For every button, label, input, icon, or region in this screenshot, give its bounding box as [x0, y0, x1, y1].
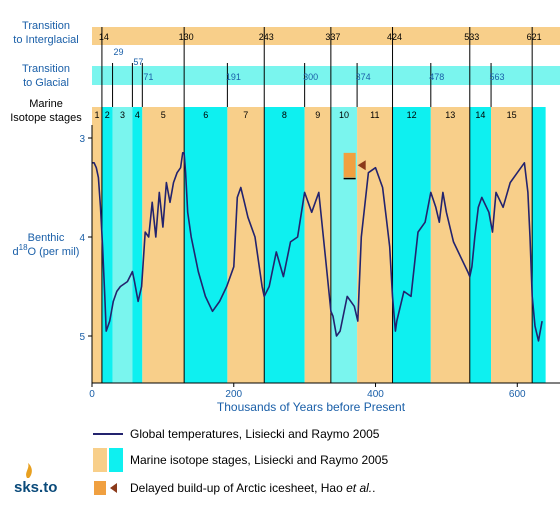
y-axis-title-sup: 18	[19, 243, 28, 252]
stage-label-6: 6	[203, 110, 208, 120]
glacial-tick-label-29: 29	[114, 47, 124, 57]
stage-band-8	[264, 107, 305, 383]
x-tick-label-0: 0	[89, 389, 95, 400]
icesheet-marker	[343, 152, 366, 180]
stage-label-11: 11	[370, 110, 379, 120]
x-tick-label-200: 200	[225, 389, 242, 400]
stage-label-9: 9	[315, 110, 320, 120]
stage-band-7	[227, 107, 265, 383]
legend-marker-arrow	[110, 483, 117, 493]
stage-label-8: 8	[282, 110, 287, 120]
stage-band-6	[184, 107, 228, 383]
stage-band-1	[92, 107, 102, 383]
icesheet-marker-box	[343, 152, 356, 178]
stage-label-7: 7	[243, 110, 248, 120]
stage-band-15	[491, 107, 533, 383]
glacial-tick-label-563: 563	[490, 72, 505, 82]
stage-label-2: 2	[105, 110, 110, 120]
stage-label-4: 4	[135, 110, 140, 120]
interglacial-tick-label-337: 337	[325, 32, 340, 42]
y-axis-title-line1: Benthic	[28, 232, 65, 244]
legend-glacial-swatch	[93, 448, 107, 472]
stage-label-3: 3	[120, 110, 125, 120]
stage-band-10	[330, 107, 358, 383]
y-axis-title: Benthic d18O (per mil)	[13, 232, 80, 258]
y-axis-title-d: d	[13, 246, 19, 258]
y-axis-title-rest: O (per mil)	[28, 246, 80, 258]
stage-band-12	[392, 107, 431, 383]
temperature-curve-group	[92, 152, 543, 342]
legend-marker-label-text: Delayed build-up of Arctic icesheet, Hao	[130, 481, 346, 495]
interglacial-row-label-1: Transition	[22, 20, 70, 32]
x-tick-label-600: 600	[509, 389, 526, 400]
glacial-tick-label-478: 478	[429, 72, 444, 82]
interglacial-tick-label-14: 14	[99, 32, 109, 42]
stage-label-15: 15	[507, 110, 517, 120]
glacial-row-label-1: Transition	[22, 63, 70, 75]
interglacial-transition-row	[92, 27, 560, 45]
x-tick-label-400: 400	[367, 389, 384, 400]
glacial-tick-label-191: 191	[226, 72, 241, 82]
interglacial-row-label-2: to Interglacial	[13, 34, 78, 46]
stage-band-2	[101, 107, 113, 383]
stage-label-5: 5	[161, 110, 166, 120]
row-labels: Transition to Interglacial Transition to…	[10, 20, 82, 124]
legend-marker-label-italic: et al.	[346, 481, 372, 495]
axes: 0 200 400 600 3 4 5	[79, 125, 560, 400]
y-tick-label-4: 4	[79, 233, 85, 244]
legend-marker-box	[94, 481, 106, 495]
glacial-tick-label-71: 71	[143, 72, 153, 82]
stage-label-14: 14	[475, 110, 485, 120]
glacial-tick-label-374: 374	[356, 72, 371, 82]
glacial-transition-row	[92, 66, 560, 85]
y-axis-title-line2: d18O (per mil)	[13, 243, 80, 258]
y-tick-label-3: 3	[79, 134, 85, 145]
stage-band-5	[142, 107, 185, 383]
interglacial-tick-label-533: 533	[464, 32, 479, 42]
stage-band-14	[469, 107, 492, 383]
glacial-tick-label-300: 300	[303, 72, 318, 82]
glacial-tick-label-57: 57	[133, 57, 143, 67]
legend-stages-label: Marine isotope stages, Lisiecki and Raym…	[130, 453, 388, 467]
legend-marker-label-period: .	[372, 481, 375, 495]
legend-marker-label: Delayed build-up of Arctic icesheet, Hao…	[130, 481, 375, 495]
legend-line-label: Global temperatures, Lisiecki and Raymo …	[130, 427, 380, 441]
legend-interglacial-swatch	[109, 448, 123, 472]
stages-row-label-1: Marine	[29, 98, 63, 110]
interglacial-tick-label-243: 243	[259, 32, 274, 42]
isotope-stage-bands: 1 2 3 4 5 6 7 8 9 10 11 12 13 14 15	[92, 107, 546, 383]
interglacial-tick-label-424: 424	[387, 32, 402, 42]
icesheet-marker-arrow	[357, 160, 366, 171]
transition-lines	[101, 27, 533, 383]
stage-band-3	[112, 107, 133, 383]
stage-label-13: 13	[445, 110, 455, 120]
sks-logo: sks.to	[14, 479, 57, 496]
interglacial-tick-label-621: 621	[527, 32, 542, 42]
stage-band-4	[132, 107, 143, 383]
stage-band-11	[357, 107, 393, 383]
temperature-curve	[92, 152, 543, 342]
glacial-row-label-2: to Glacial	[23, 77, 69, 89]
stage-band-13	[430, 107, 470, 383]
stage-label-12: 12	[407, 110, 417, 120]
stage-label-1: 1	[94, 110, 99, 120]
stage-band-9	[304, 107, 331, 383]
y-tick-label-5: 5	[79, 332, 85, 343]
legend: Global temperatures, Lisiecki and Raymo …	[93, 427, 388, 495]
stages-row-label-2: Isotope stages	[10, 112, 82, 124]
stage-band-edge	[532, 107, 546, 383]
x-axis-title: Thousands of Years before Present	[217, 400, 406, 414]
stage-label-10: 10	[339, 110, 349, 120]
sks-logo-flame	[26, 463, 32, 478]
transition-rows	[92, 27, 560, 85]
interglacial-tick-label-130: 130	[179, 32, 194, 42]
